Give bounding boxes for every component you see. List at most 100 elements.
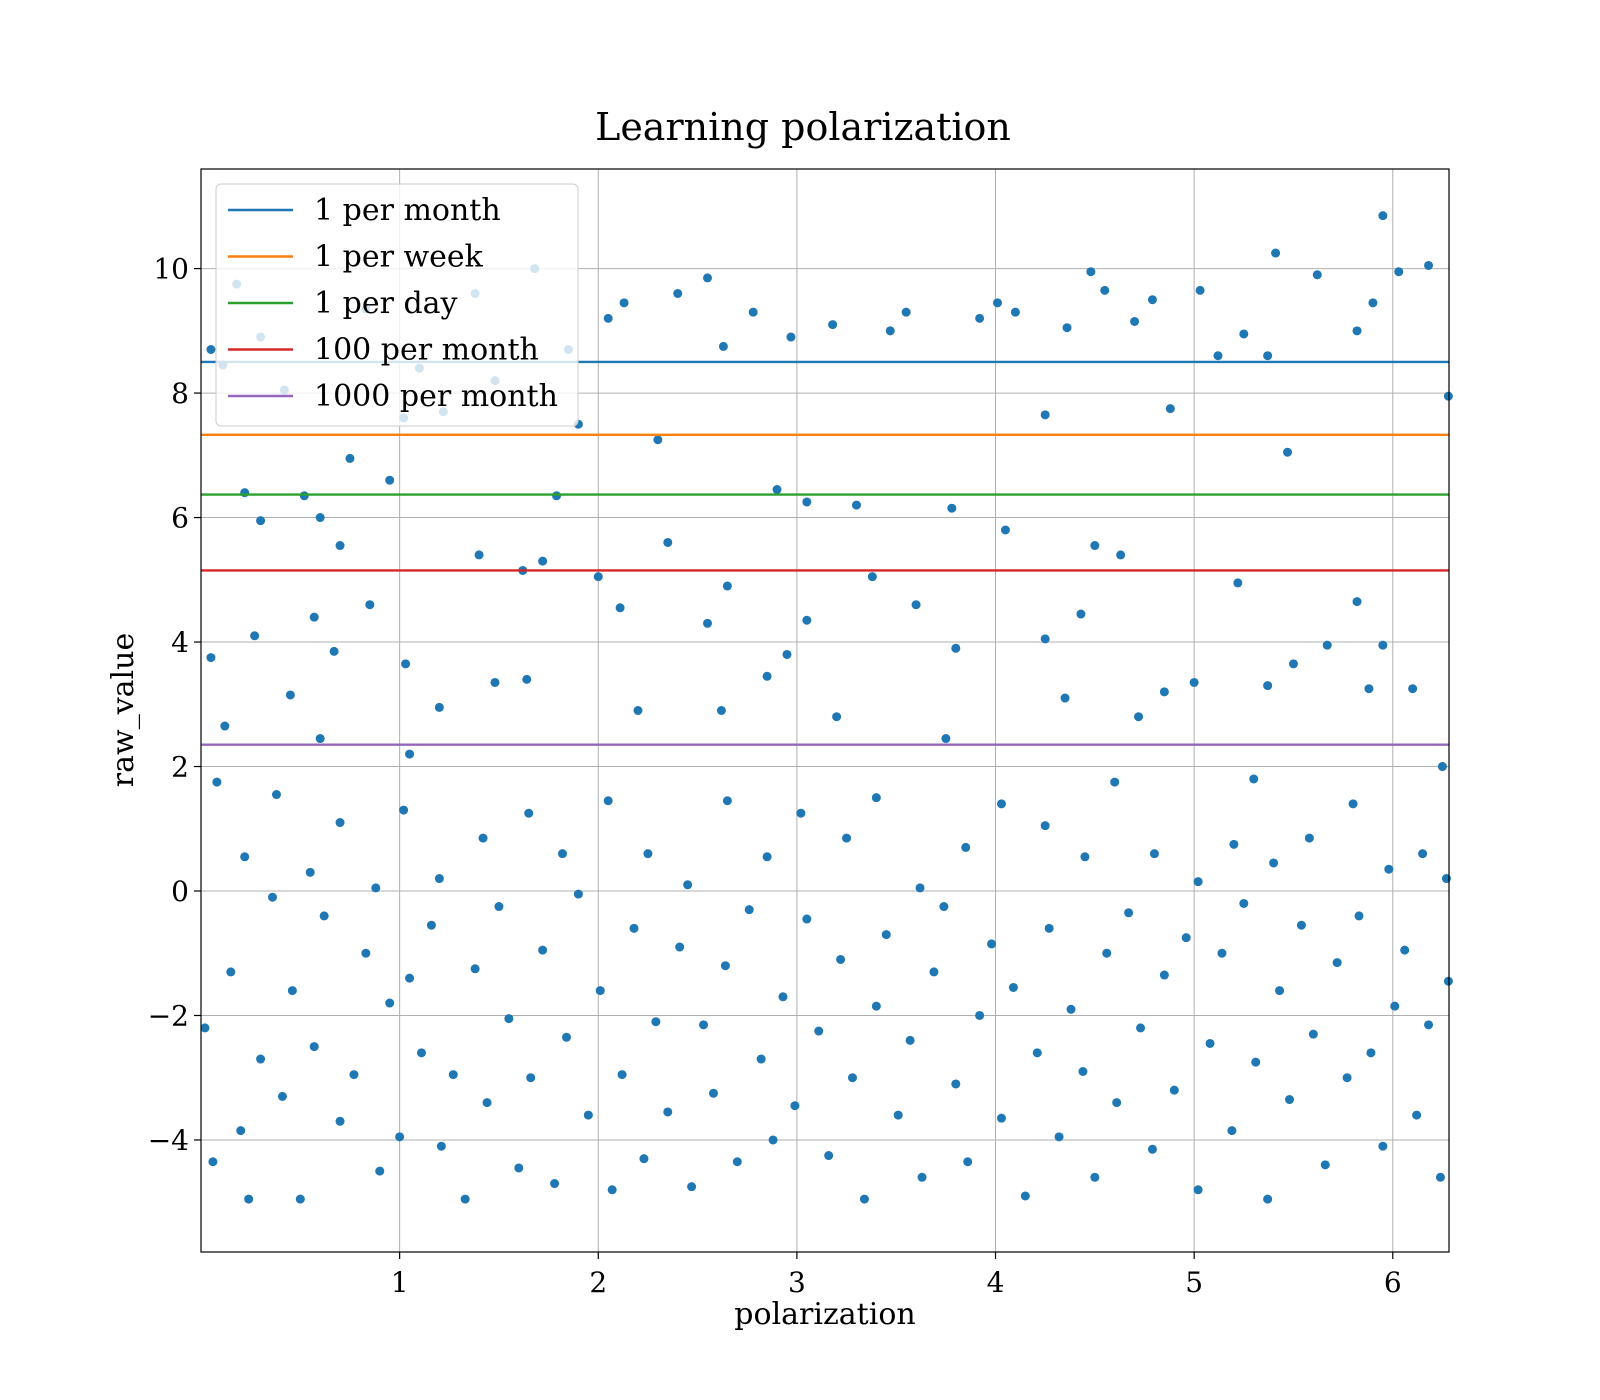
scatter-point (1165, 404, 1175, 414)
scatter-point (607, 1185, 617, 1195)
scatter-point (335, 818, 345, 828)
scatter-point (1239, 329, 1249, 339)
scatter-point (639, 1154, 649, 1164)
scatter-point (1054, 1132, 1064, 1142)
scatter-point (1008, 982, 1018, 992)
scatter-point (1217, 948, 1227, 958)
scatter-point (786, 332, 796, 342)
scatter-point (361, 948, 371, 958)
scatter-point (1213, 351, 1223, 361)
scatter-point (1368, 298, 1378, 308)
scatter-point (315, 734, 325, 744)
scatter-point (842, 833, 852, 843)
scatter-point (1100, 285, 1110, 295)
scatter-point (335, 541, 345, 551)
scatter-point (470, 964, 480, 974)
scatter-point (1205, 1038, 1215, 1048)
chart-title: Learning polarization (595, 105, 1011, 149)
scatter-point (961, 842, 971, 852)
scatter-point (1408, 684, 1418, 694)
scatter-point (1312, 270, 1322, 280)
scatter-point (1110, 777, 1120, 787)
scatter-point (993, 298, 1003, 308)
scatter-point (593, 572, 603, 582)
scatter-point (319, 911, 329, 921)
scatter-point (315, 513, 325, 523)
legend-items: 1 per month 1 per week 1 per day 100 per mo… (228, 193, 558, 414)
scatter-point (1147, 1144, 1157, 1154)
scatter-point (561, 1032, 571, 1042)
scatter-point (526, 1073, 536, 1083)
scatter-point (1400, 945, 1410, 955)
x-tick-label: 2 (589, 1266, 607, 1299)
scatter-point (573, 889, 583, 899)
scatter-point (1044, 923, 1054, 933)
scatter-point (1149, 849, 1159, 859)
scatter-point (1090, 541, 1100, 551)
scatter-point (236, 1126, 246, 1136)
scatter-point (708, 1088, 718, 1098)
y-tick-label: 6 (171, 502, 189, 535)
scatter-point (1378, 1141, 1388, 1151)
scatter-point (206, 653, 216, 663)
legend-label: 1 per week (314, 240, 484, 275)
scatter-point (309, 612, 319, 622)
scatter-point (240, 852, 250, 862)
scatter-point (1424, 1020, 1434, 1030)
scatter-point (619, 298, 629, 308)
scatter-point (1233, 578, 1243, 588)
scatter-point (285, 690, 295, 700)
scatter-point (828, 320, 838, 330)
scatter-point (287, 986, 297, 996)
scatter-point (1424, 260, 1434, 270)
scatter-point (871, 1001, 881, 1011)
scatter-point (917, 1172, 927, 1182)
scatter-point (987, 939, 997, 949)
scatter-point (1010, 307, 1020, 317)
scatter-point (385, 475, 395, 485)
scatter-point (633, 706, 643, 715)
y-tick-label: 2 (171, 751, 189, 784)
scatter-point (1390, 1001, 1400, 1011)
scatter-point (1102, 948, 1112, 958)
scatter-point (651, 1017, 661, 1027)
scatter-point (1090, 1172, 1100, 1182)
scatter-point (436, 1141, 446, 1151)
scatter-point (1020, 1191, 1030, 1201)
scatter-point (653, 435, 663, 445)
scatter-point (256, 1054, 266, 1064)
scatter-point (848, 1073, 858, 1083)
scatter-point (951, 1079, 961, 1089)
scatter-point (814, 1026, 824, 1036)
y-tick-label: 10 (153, 253, 189, 286)
scatter-point (538, 945, 548, 955)
y-axis-label: raw_value (106, 633, 141, 787)
scatter-point (250, 631, 260, 641)
scatter-point (426, 920, 436, 930)
scatter-point (901, 307, 911, 317)
scatter-point (1239, 898, 1249, 908)
scatter-point (206, 345, 216, 354)
scatter-point (782, 649, 792, 659)
scatter-point (915, 883, 925, 893)
scatter-point (1040, 821, 1050, 831)
scatter-point (550, 1179, 560, 1189)
scatter-point (1040, 634, 1050, 644)
scatter-point (524, 808, 534, 818)
scatter-point (1040, 410, 1050, 420)
scatter-point (851, 500, 861, 510)
scatter-point (349, 1070, 359, 1080)
scatter-point (716, 706, 726, 715)
scatter-point (1000, 525, 1010, 535)
scatter-point (277, 1091, 287, 1101)
plot-frame (200, 168, 1450, 1253)
scatter-point (200, 1023, 210, 1033)
scatter-point (1322, 640, 1332, 650)
scatter-point (401, 659, 411, 669)
scatter-point (595, 986, 605, 996)
scatter-point (615, 603, 625, 613)
scatter-point (939, 902, 949, 912)
scatter-point (1283, 447, 1293, 457)
scatter-point (1352, 326, 1362, 336)
scatter-point (1269, 858, 1279, 868)
